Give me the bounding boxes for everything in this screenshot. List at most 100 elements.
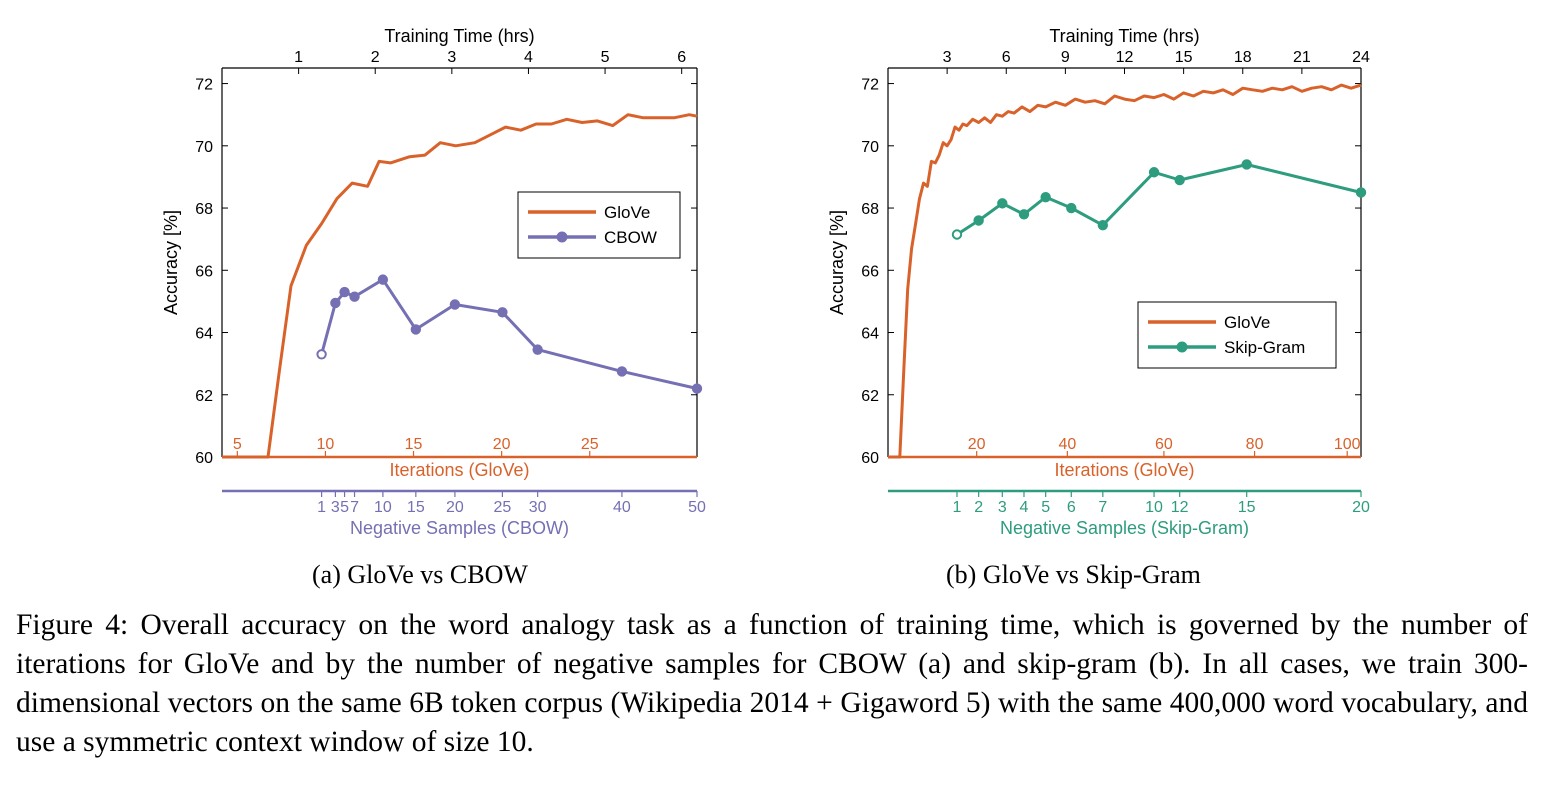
data-point-cbow [410, 324, 422, 335]
negative-samples-tick-label: 20 [446, 499, 464, 516]
data-point-cbow [349, 291, 360, 302]
data-point-skip-gram [1097, 219, 1109, 231]
top-tick-label: 18 [1234, 49, 1252, 66]
legend-marker [1176, 341, 1188, 353]
negative-samples-tick-label: 40 [613, 499, 631, 516]
y-tick-label: 72 [861, 77, 879, 94]
legend-box [1137, 301, 1337, 369]
data-point-cbow [497, 307, 508, 318]
negative-samples-tick-label: 20 [1352, 499, 1370, 516]
top-tick-label: 12 [1116, 49, 1134, 66]
y-tick-label: 70 [195, 139, 213, 156]
negative-samples-tick-label: 5 [340, 499, 349, 516]
top-tick-label: 21 [1293, 49, 1311, 66]
negative-samples-tick-label: 1 [953, 499, 962, 516]
data-point-skip-gram [1148, 167, 1160, 178]
iterations-tick-label: 60 [1155, 436, 1173, 453]
iterations-tick-label: 20 [968, 436, 986, 453]
legend-marker [556, 231, 568, 243]
data-point-skip-gram [1018, 209, 1030, 220]
negative-samples-axis-label: Negative Samples (Skip-Gram) [1000, 518, 1249, 538]
iterations-tick-label: 5 [233, 436, 242, 453]
iterations-tick-label: 100 [1334, 436, 1361, 453]
legend-label: GloVe [1224, 313, 1270, 332]
y-axis-label: Accuracy [%] [161, 210, 181, 315]
negative-samples-tick-label: 3 [998, 499, 1007, 516]
y-tick-label: 68 [195, 201, 213, 218]
legend-box [517, 191, 681, 259]
iterations-tick-label: 15 [405, 436, 423, 453]
negative-samples-tick-label: 6 [1067, 499, 1076, 516]
iterations-tick-label: 20 [493, 436, 511, 453]
data-point-cbow [377, 274, 389, 285]
data-point-skip-gram [973, 215, 984, 226]
negative-samples-tick-label: 10 [1145, 499, 1163, 516]
top-axis-label: Training Time (hrs) [384, 26, 534, 46]
iterations-tick-label: 80 [1246, 436, 1264, 453]
y-tick-label: 70 [861, 139, 879, 156]
panel-a-glove-vs-cbow: 60 62 64 66 68 70 72 Accuracy [%] 1 2 3 4 5 6 Training… [161, 26, 706, 538]
data-point-skip-gram [951, 229, 963, 240]
iterations-axis-label: Iterations (GloVe) [1054, 460, 1194, 480]
subcaption-b: (b) GloVe vs Skip-Gram [946, 560, 1201, 589]
negative-samples-tick-label: 15 [407, 499, 425, 516]
data-point-cbow [616, 366, 628, 377]
data-point-cbow [449, 299, 461, 310]
subcaption-a: (a) GloVe vs CBOW [312, 560, 528, 589]
y-tick-label: 64 [195, 326, 213, 343]
data-point-skip-gram [1040, 191, 1051, 203]
iterations-tick-label: 40 [1058, 436, 1076, 453]
negative-samples-tick-label: 3 [331, 499, 340, 516]
y-tick-label: 66 [195, 263, 213, 280]
y-tick-label: 64 [861, 326, 879, 343]
data-point-cbow [691, 383, 703, 394]
iterations-tick-label: 10 [317, 436, 335, 453]
negative-samples-tick-label: 12 [1171, 499, 1189, 516]
top-tick-label: 3 [943, 49, 952, 66]
negative-samples-tick-label: 5 [1041, 499, 1050, 516]
legend-label: Skip-Gram [1224, 338, 1305, 357]
negative-samples-axis-label: Negative Samples (CBOW) [350, 518, 569, 538]
y-tick-label: 66 [861, 263, 879, 280]
top-tick-label: 6 [1002, 49, 1011, 66]
data-point-skip-gram [1066, 202, 1077, 214]
figure-caption: Figure 4: Overall accuracy on the word a… [16, 609, 1528, 758]
top-tick-label: 1 [294, 49, 303, 66]
negative-samples-tick-label: 50 [688, 499, 706, 516]
negative-samples-tick-label: 15 [1238, 499, 1256, 516]
y-tick-label: 62 [195, 388, 213, 405]
y-tick-label: 60 [195, 450, 213, 467]
data-point-skip-gram [997, 198, 1008, 209]
y-axis-label: Accuracy [%] [827, 210, 847, 315]
series-line-glove [222, 113, 698, 459]
data-point-cbow [330, 297, 341, 309]
top-tick-label: 2 [371, 49, 380, 66]
data-point-cbow [339, 286, 350, 298]
data-point-cbow [316, 349, 327, 360]
series-line-glove [888, 83, 1362, 459]
data-point-cbow [532, 344, 543, 355]
negative-samples-tick-label: 30 [529, 499, 547, 516]
iterations-tick-label: 25 [581, 436, 599, 453]
y-tick-label: 68 [861, 201, 879, 218]
negative-samples-tick-label: 7 [350, 499, 359, 516]
negative-samples-tick-label: 7 [1098, 499, 1107, 516]
data-point-skip-gram [1355, 187, 1367, 198]
negative-samples-tick-label: 4 [1020, 499, 1029, 516]
series-line-cbow [320, 278, 698, 390]
iterations-axis-label: Iterations (GloVe) [389, 460, 529, 480]
y-tick-label: 60 [861, 450, 879, 467]
data-point-skip-gram [1174, 174, 1185, 186]
top-tick-label: 24 [1352, 49, 1370, 66]
y-tick-label: 72 [195, 77, 213, 94]
top-tick-label: 4 [524, 49, 533, 66]
y-tick-label: 62 [861, 388, 879, 405]
top-tick-label: 5 [601, 49, 610, 66]
negative-samples-tick-label: 10 [374, 499, 392, 516]
negative-samples-tick-label: 25 [494, 499, 512, 516]
series-line-skip-gram [956, 163, 1362, 236]
legend-label: CBOW [604, 228, 657, 247]
top-tick-label: 3 [447, 49, 456, 66]
